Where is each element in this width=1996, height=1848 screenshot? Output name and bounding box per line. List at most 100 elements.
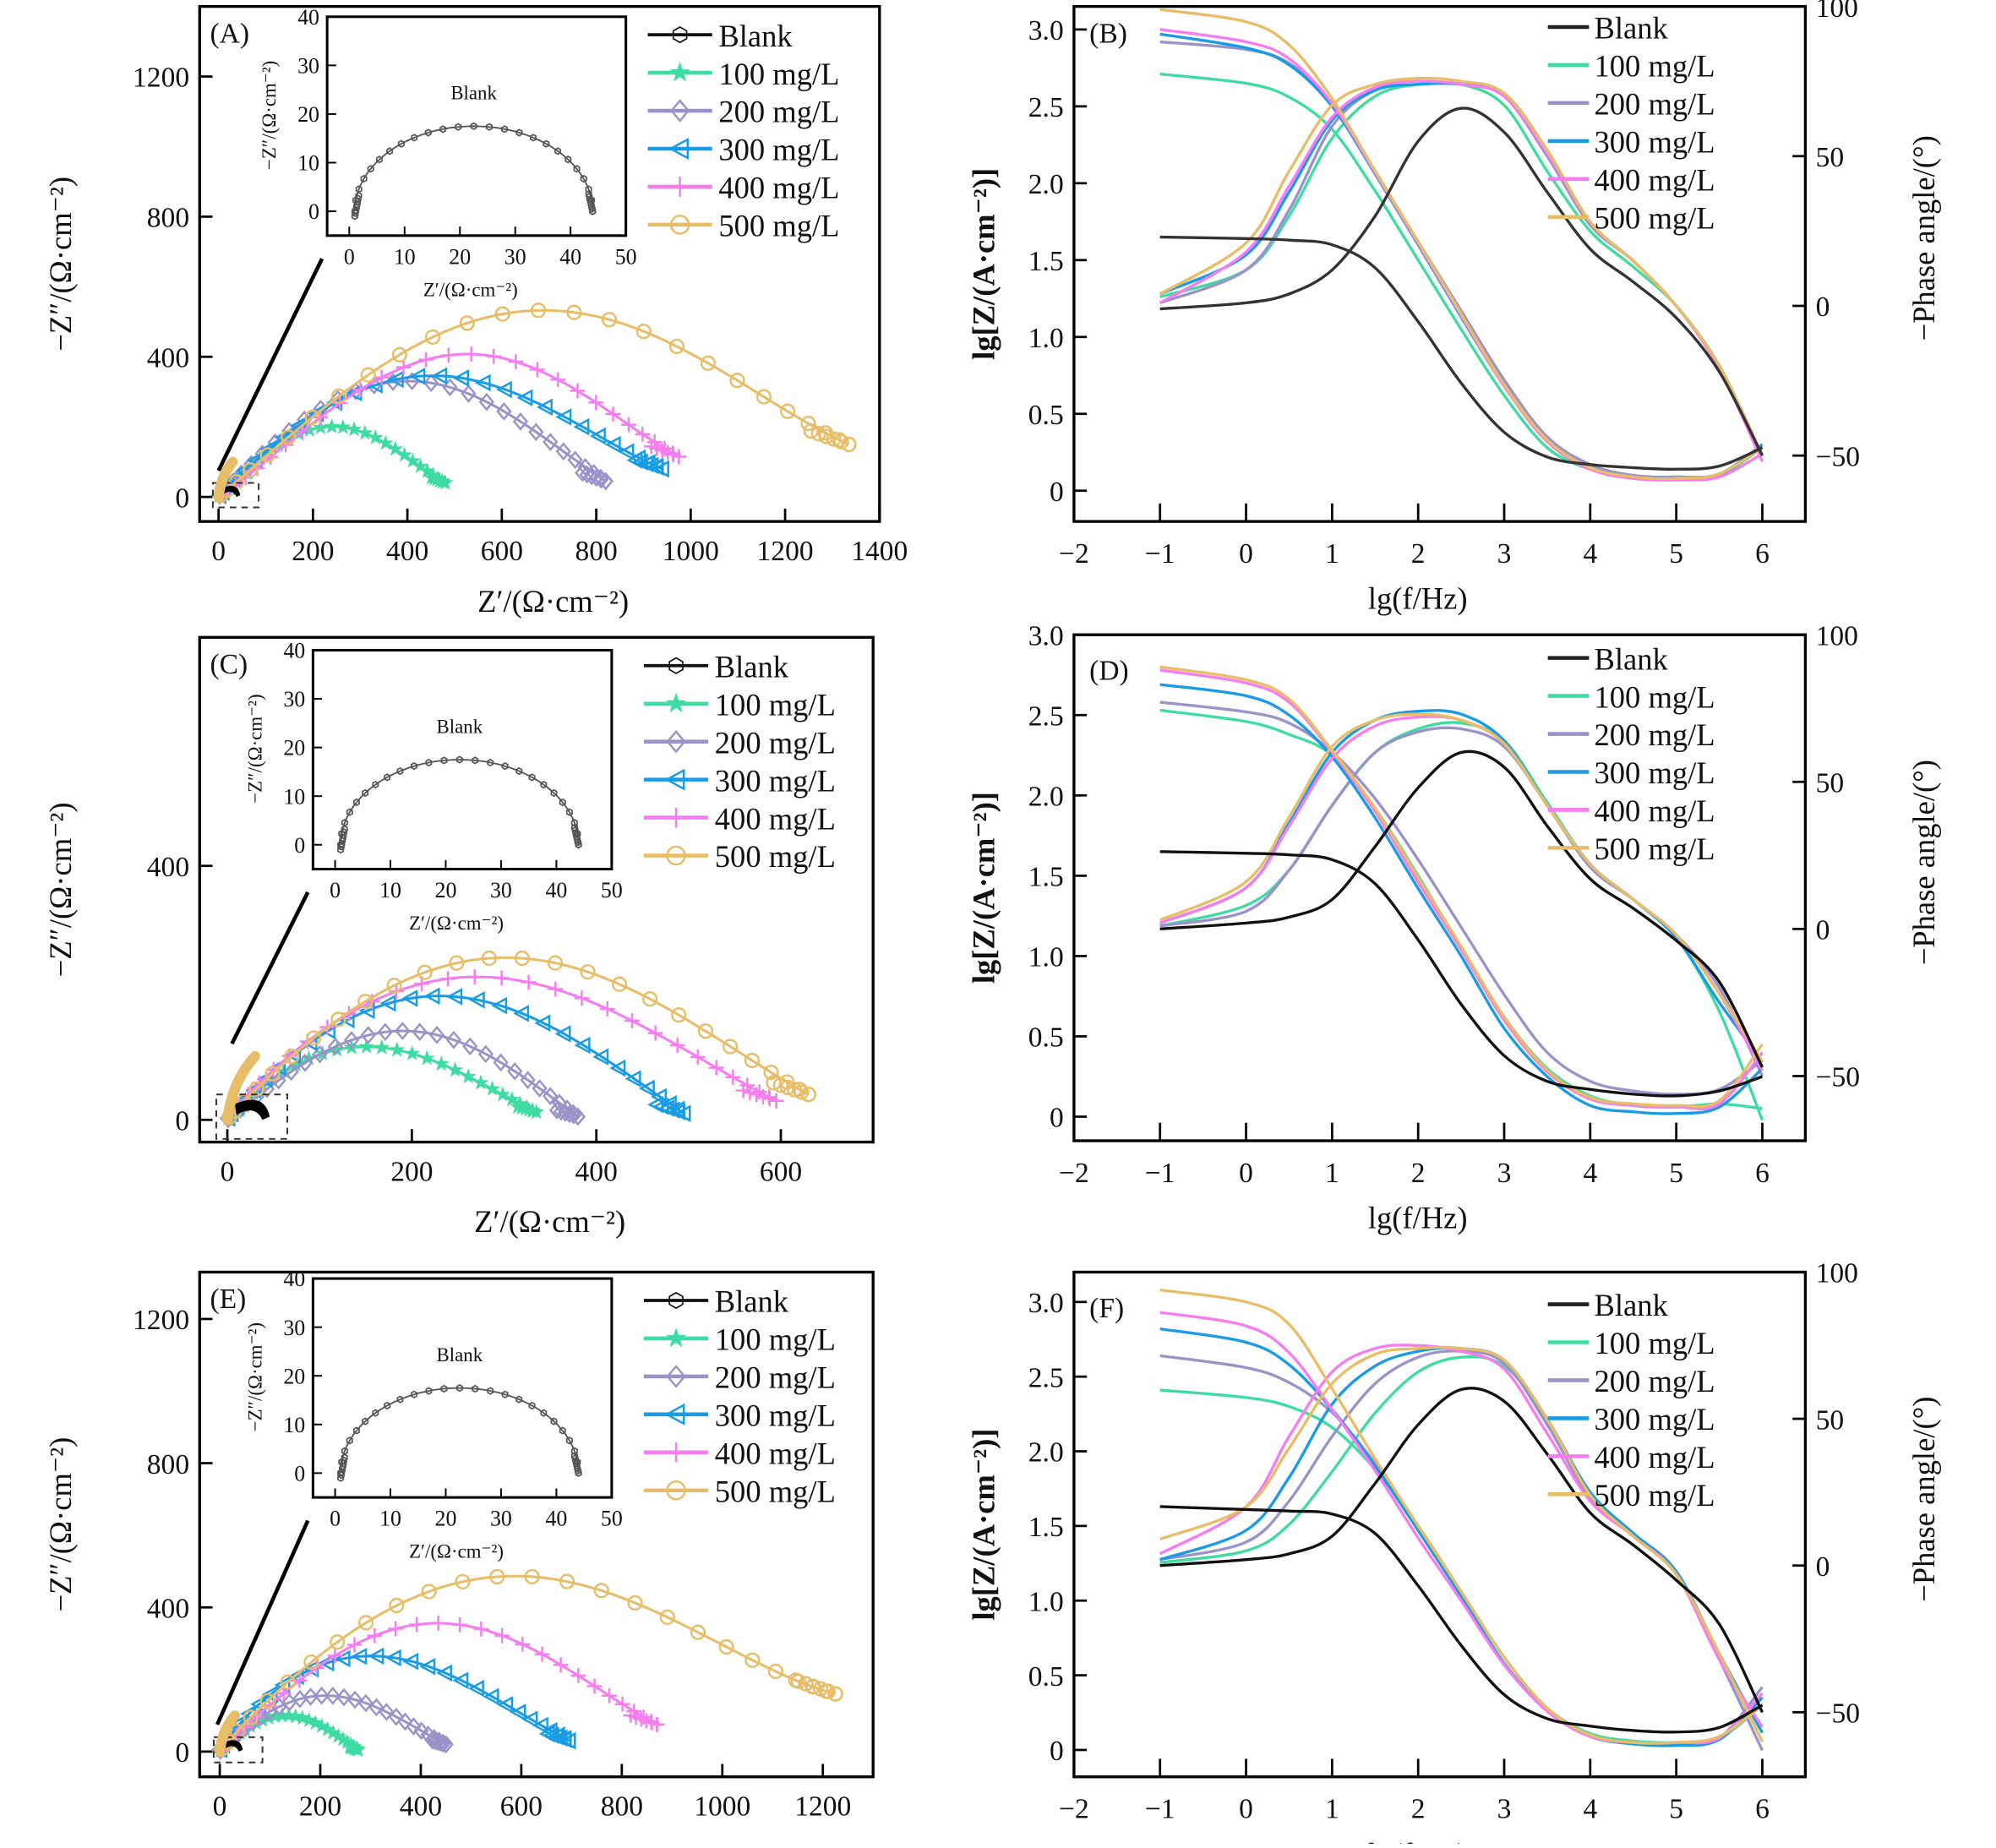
data-point — [445, 1030, 462, 1049]
series-line — [217, 308, 850, 499]
inset-data-point — [515, 766, 523, 776]
data-point — [304, 409, 320, 425]
x-tick-label: 5 — [1669, 1158, 1683, 1189]
inset-data-point — [372, 1409, 379, 1417]
data-point — [243, 1709, 259, 1725]
legend-label: 500 mg/L — [1594, 831, 1715, 866]
data-point — [833, 433, 849, 450]
y-axis-label: lg[Z/(A·cm⁻²)] — [966, 792, 1001, 984]
data-point — [395, 446, 412, 462]
inset-data-point — [411, 134, 418, 142]
panel-a: 0 200 400 600 800 1000 1200 140004008001200Z′/(… — [43, 4, 908, 619]
x-tick-label: −2 — [1059, 1158, 1089, 1189]
legend-label: 100 mg/L — [1594, 679, 1715, 714]
data-point — [586, 1678, 603, 1694]
data-point — [468, 991, 485, 1009]
inset-data-point — [425, 758, 433, 767]
legend-label: Blank — [715, 1284, 789, 1319]
panel-c: 0 200 400 6000400Z′/(Ω·cm⁻²)−Z″/(Ω·cm⁻²)(C)… — [43, 635, 875, 1239]
x-tick-label: 0 — [1239, 1158, 1253, 1189]
series-blank — [1159, 106, 1764, 471]
inset-x-tick-label: 40 — [559, 244, 581, 269]
x-axis-label: Z′/(Ω·cm⁻²) — [474, 1204, 625, 1239]
legend-marker-plus-icon — [666, 807, 686, 828]
y-tick-label: 0 — [1050, 1103, 1064, 1134]
data-point — [566, 304, 582, 320]
data-point — [280, 1674, 296, 1690]
x-tick-label: 200 — [390, 1156, 433, 1187]
x-tick-label: 1 — [1325, 1794, 1339, 1825]
inset-y-tick-label: 0 — [294, 1461, 305, 1485]
data-point — [515, 1636, 531, 1652]
phase-line — [1159, 1345, 1764, 1742]
data-point — [810, 426, 826, 442]
legend-label: 200 mg/L — [1594, 1364, 1715, 1398]
inset-title: Blank — [450, 83, 497, 104]
inset-data-point — [530, 134, 537, 142]
data-point — [580, 964, 596, 980]
phase-line — [1159, 750, 1764, 1068]
x-tick-label: 1200 — [757, 536, 814, 567]
modulus-line — [1159, 665, 1764, 1109]
inset-data-point — [472, 1384, 479, 1393]
data-point — [481, 950, 498, 967]
data-point — [335, 418, 352, 434]
data-point — [548, 1101, 565, 1120]
x-tick-label: −2 — [1059, 1794, 1089, 1825]
data-point — [425, 329, 441, 345]
data-point — [270, 1071, 286, 1090]
legend-label: 400 mg/L — [715, 1436, 836, 1470]
inset-data-point — [554, 147, 562, 155]
y-axis-label: lg[Z/(A·cm⁻²)] — [966, 168, 1001, 360]
y2-tick-label: 0 — [1816, 292, 1830, 323]
axes-frame — [198, 4, 881, 523]
data-point — [327, 1648, 343, 1664]
data-point — [744, 1052, 761, 1069]
inset-title: Blank — [437, 1344, 483, 1366]
inset-x-tick-label: 50 — [601, 878, 623, 902]
inset-data-point — [455, 123, 462, 131]
blank-zoom-region — [215, 1093, 288, 1140]
inset-blank: 0 10 20 30 40 50 0 10 20 30 40 Z′/(Ω·cm⁻²) −Z″/(Ω·cm… — [244, 1267, 622, 1562]
legend-marker-hexagon-icon — [668, 1291, 684, 1310]
data-point — [803, 422, 819, 439]
data-point — [360, 367, 376, 383]
data-point — [357, 994, 374, 1010]
data-point — [452, 1671, 469, 1689]
data-point — [351, 1647, 368, 1665]
inset-y-axis-label: −Z″/(Ω·cm⁻²) — [244, 1322, 265, 1431]
data-point — [551, 1093, 568, 1113]
data-point — [532, 1716, 548, 1735]
y-tick-label: 800 — [147, 1449, 189, 1480]
y-tick-label: 2.0 — [1028, 169, 1064, 200]
data-point — [431, 367, 448, 385]
blank-data-cluster — [234, 1099, 270, 1120]
data-point — [599, 1001, 615, 1017]
data-point — [626, 451, 643, 469]
data-point — [638, 1079, 655, 1098]
y-axis-label: lg[Z/(A·cm⁻²)] — [966, 1429, 1001, 1621]
data-point — [463, 346, 479, 362]
data-point — [542, 1087, 559, 1105]
inset-data-point — [570, 823, 579, 832]
data-point — [330, 1634, 346, 1650]
data-point — [697, 1023, 714, 1039]
data-point — [374, 369, 390, 385]
data-point — [621, 417, 636, 433]
data-point — [768, 1093, 784, 1109]
y-tick-label: 400 — [147, 852, 189, 883]
inset-data-point — [485, 123, 494, 131]
legend-label: 100 mg/L — [718, 57, 839, 91]
inset-x-tick-label: 0 — [344, 244, 355, 269]
y-tick-label: 1.0 — [1028, 323, 1064, 354]
data-point — [433, 1733, 449, 1753]
x-tick-label: 600 — [481, 536, 523, 567]
data-point — [442, 378, 458, 397]
inset-data-point — [352, 1426, 360, 1435]
y2-tick-label: −50 — [1816, 441, 1860, 472]
y-tick-label: 1.0 — [1028, 942, 1064, 973]
data-point — [507, 1061, 523, 1081]
x-tick-label: 0 — [1239, 1794, 1253, 1825]
